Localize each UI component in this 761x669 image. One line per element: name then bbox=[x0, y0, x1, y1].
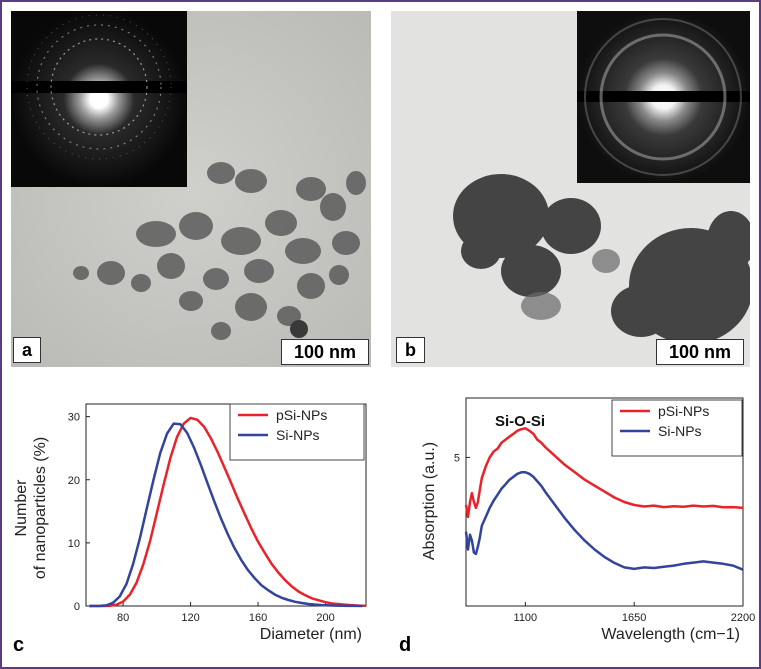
panel-label-a: a bbox=[13, 337, 42, 363]
series-line-psi-nps bbox=[89, 416, 367, 608]
tem-image-a bbox=[11, 11, 371, 367]
series-line-psi-nps bbox=[464, 427, 744, 519]
legend-label: pSi-NPs bbox=[276, 407, 327, 423]
series-line-si-nps bbox=[89, 422, 363, 608]
scale-bar-a: 100 nm bbox=[281, 339, 369, 365]
tem-micrograph-b bbox=[391, 11, 750, 367]
x-tick-label: 1650 bbox=[622, 612, 646, 624]
legend-label: pSi-NPs bbox=[658, 403, 709, 419]
x-tick-label: 2200 bbox=[731, 612, 755, 624]
y-axis-label: Number of nanoparticles (%) bbox=[13, 437, 49, 579]
x-axis-label: Diameter (nm) bbox=[260, 626, 362, 643]
legend-label: Si-NPs bbox=[658, 423, 702, 439]
panel-label-c: c bbox=[13, 634, 25, 656]
chart-c: 80 120 160 200 0 10 20 30 pSi-NPs Si-NPs Diameter … bbox=[13, 403, 367, 643]
y-axis-label: Absorption (a.u.) bbox=[421, 442, 438, 560]
panel-label-d: d bbox=[399, 634, 412, 656]
tem-micrograph-a bbox=[11, 11, 371, 367]
x-tick-label: 80 bbox=[117, 612, 129, 624]
legend-label: Si-NPs bbox=[276, 427, 320, 443]
scale-bar-b: 100 nm bbox=[656, 339, 744, 365]
panel-label-b: b bbox=[396, 337, 425, 363]
tem-image-b bbox=[391, 11, 750, 367]
x-axis-label: Wavelength (cm−1) bbox=[601, 626, 740, 643]
y-tick-label: 20 bbox=[68, 475, 80, 487]
chart-d: 1100 1650 2200 5 pSi-NPs Si-NPs Wavelength (cm… bbox=[421, 397, 755, 643]
legend-box bbox=[229, 403, 365, 461]
y-tick-label: 30 bbox=[68, 412, 80, 424]
x-tick-label: 160 bbox=[249, 612, 267, 624]
legend-box bbox=[611, 399, 743, 457]
y-tick-label: 5 bbox=[454, 452, 460, 464]
y-tick-label: 10 bbox=[68, 538, 80, 550]
chart-title: Si-O-Si bbox=[495, 413, 545, 430]
series-line-si-nps bbox=[464, 471, 744, 571]
x-tick-label: 200 bbox=[316, 612, 334, 624]
plot-frame bbox=[85, 403, 367, 607]
x-tick-label: 120 bbox=[181, 612, 199, 624]
plot-frame bbox=[465, 397, 744, 607]
x-tick-label: 1100 bbox=[514, 612, 538, 624]
y-tick-label: 0 bbox=[74, 601, 80, 613]
